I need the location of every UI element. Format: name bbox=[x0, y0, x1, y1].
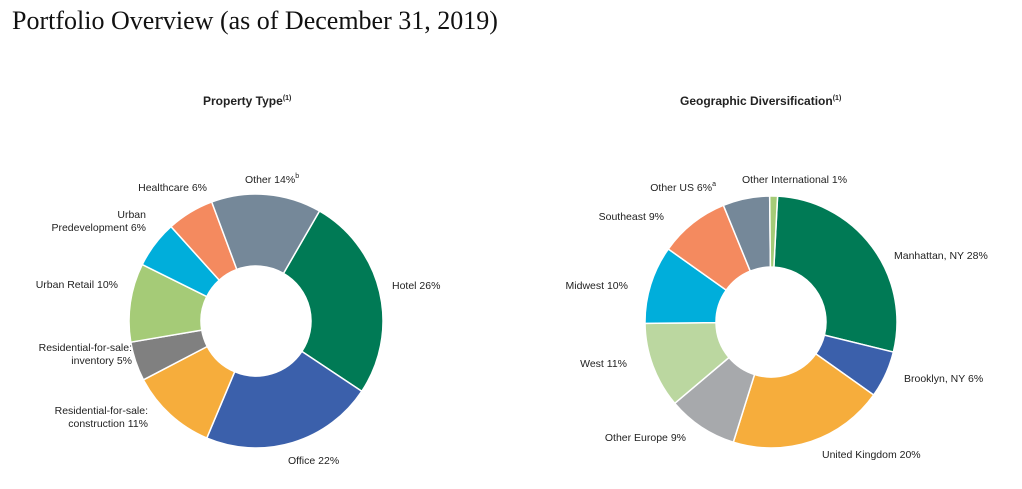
label-healthcare-6: Healthcare 6% bbox=[138, 182, 207, 194]
chart-title-property-type: Property Type(1) bbox=[203, 94, 292, 108]
slice-united-kingdom-20 bbox=[732, 352, 875, 449]
slice-office-22 bbox=[205, 350, 363, 449]
label-manhattan-ny-28: Manhattan, NY 28% bbox=[894, 250, 988, 262]
label-midwest-10: Midwest 10% bbox=[566, 280, 628, 292]
slice-manhattan-ny-28 bbox=[773, 195, 898, 353]
label-other-europe-9: Other Europe 9% bbox=[605, 432, 686, 444]
label-office-22: Office 22% bbox=[288, 455, 339, 467]
label-southeast-9: Southeast 9% bbox=[599, 211, 664, 223]
label-other-international-1: Other International 1% bbox=[742, 174, 847, 186]
slice-other-14 bbox=[210, 193, 321, 275]
label-urban-retail-10: Urban Retail 10% bbox=[36, 279, 118, 291]
label-residential-for-sale-construction-11: Residential-for-sale: construction 11% bbox=[55, 405, 148, 430]
label-urban-predevelopment-6: Urban Predevelopment 6% bbox=[51, 209, 146, 234]
label-other-14: Other 14%b bbox=[245, 173, 299, 186]
label-residential-for-sale-inventory-5: Residential-for-sale: inventory 5% bbox=[39, 342, 132, 367]
page-title: Portfolio Overview (as of December 31, 2… bbox=[12, 6, 498, 35]
label-other-us-6: Other US 6%a bbox=[650, 181, 716, 194]
label-united-kingdom-20: United Kingdom 20% bbox=[822, 449, 921, 461]
label-west-11: West 11% bbox=[580, 358, 627, 370]
label-hotel-26: Hotel 26% bbox=[392, 280, 440, 292]
chart-title-geographic: Geographic Diversification(1) bbox=[680, 94, 842, 108]
slice-other-international-1 bbox=[768, 195, 779, 268]
label-brooklyn-ny-6: Brooklyn, NY 6% bbox=[904, 373, 983, 385]
slice-hotel-26 bbox=[282, 209, 384, 393]
